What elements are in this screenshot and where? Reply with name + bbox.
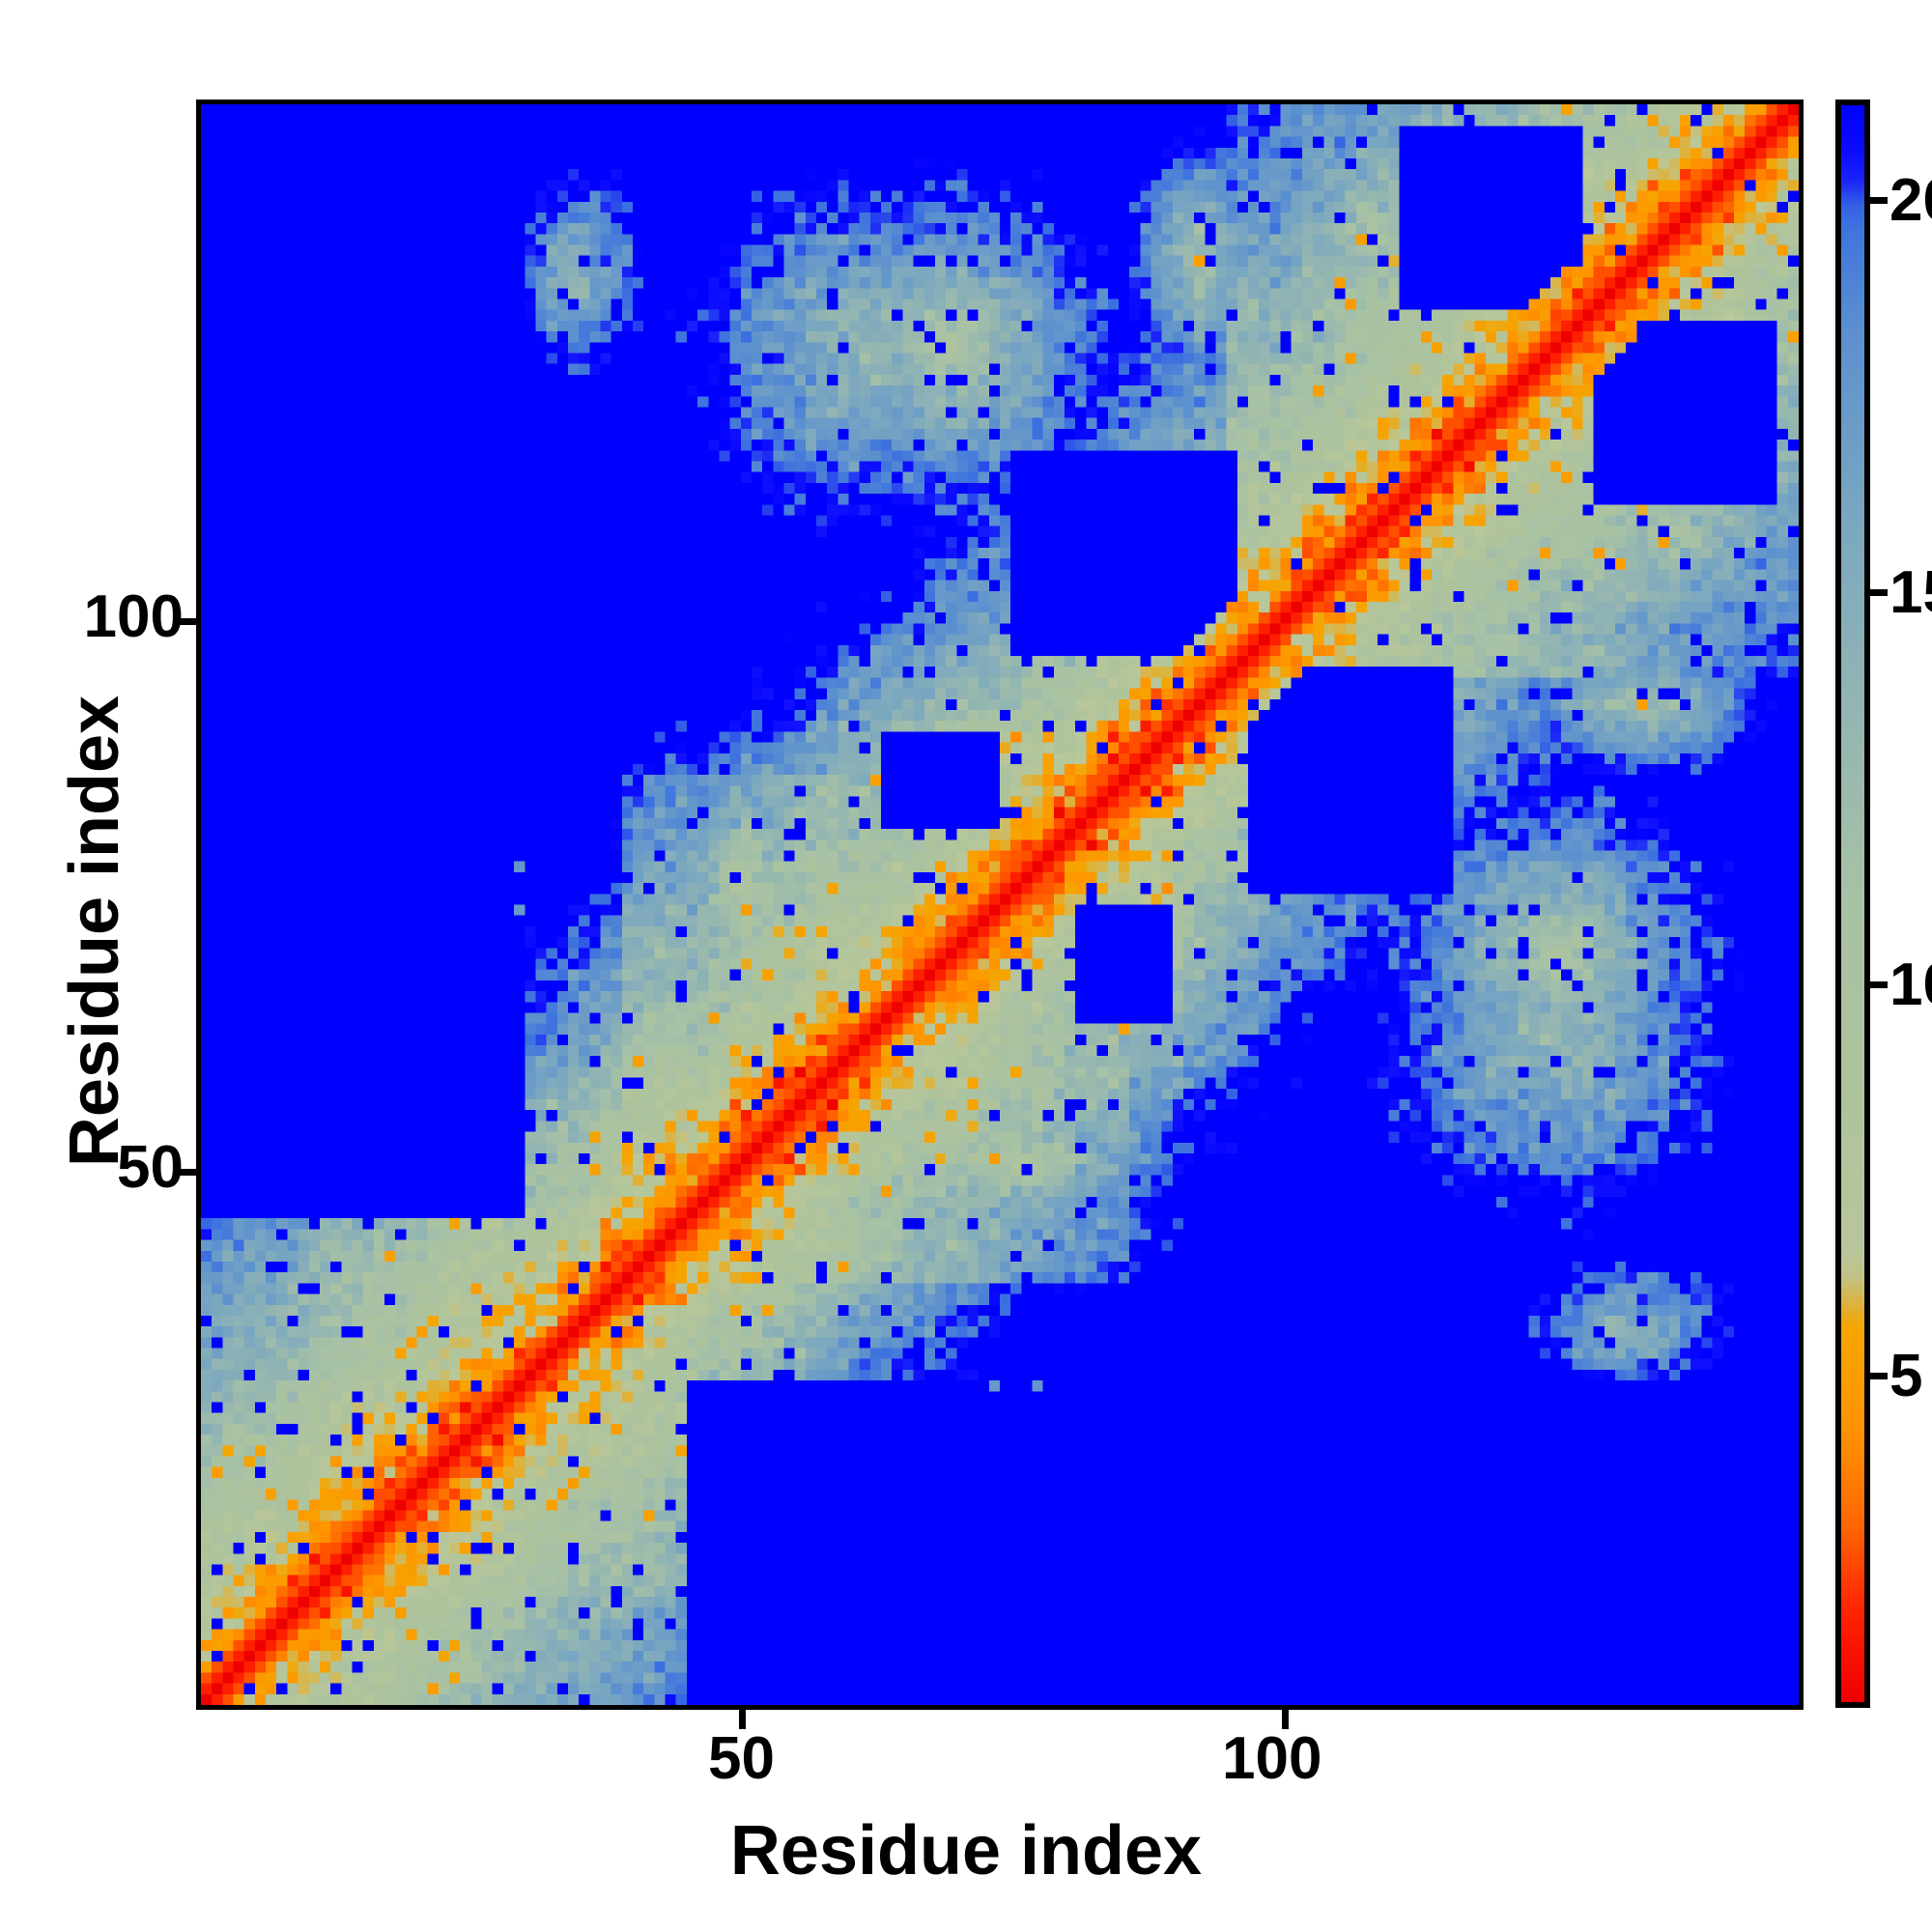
heatmap-plot-area: [196, 99, 1804, 1710]
colorbar-tick-mark-10: [1870, 981, 1888, 988]
colorbar-tick-label-20: 20: [1889, 167, 1932, 234]
x-tick-label-100: 100: [1222, 1725, 1322, 1792]
colorbar-tick-label-5: 5: [1889, 1343, 1923, 1409]
x-tick-mark-100: [1282, 1708, 1289, 1729]
y-tick-label-50: 50: [117, 1134, 184, 1201]
colorbar-tick-mark-15: [1870, 589, 1888, 596]
y-tick-mark-50: [180, 1169, 201, 1176]
x-tick-label-50: 50: [708, 1725, 775, 1792]
colorbar-tick-label-15: 15: [1889, 559, 1932, 626]
colorbar: [1835, 99, 1870, 1708]
colorbar-tick-mark-5: [1870, 1373, 1888, 1379]
y-axis-title: Residue index: [56, 695, 133, 1168]
colorbar-tick-label-10: 10: [1889, 952, 1932, 1018]
colorbar-tick-mark-20: [1870, 197, 1888, 204]
y-tick-mark-100: [180, 618, 201, 625]
x-tick-mark-50: [739, 1708, 746, 1729]
colorbar-gradient: [1841, 105, 1864, 1702]
x-axis-title: Residue index: [729, 1812, 1203, 1889]
y-tick-label-100: 100: [83, 583, 184, 650]
distance-matrix-heatmap: [201, 104, 1799, 1705]
